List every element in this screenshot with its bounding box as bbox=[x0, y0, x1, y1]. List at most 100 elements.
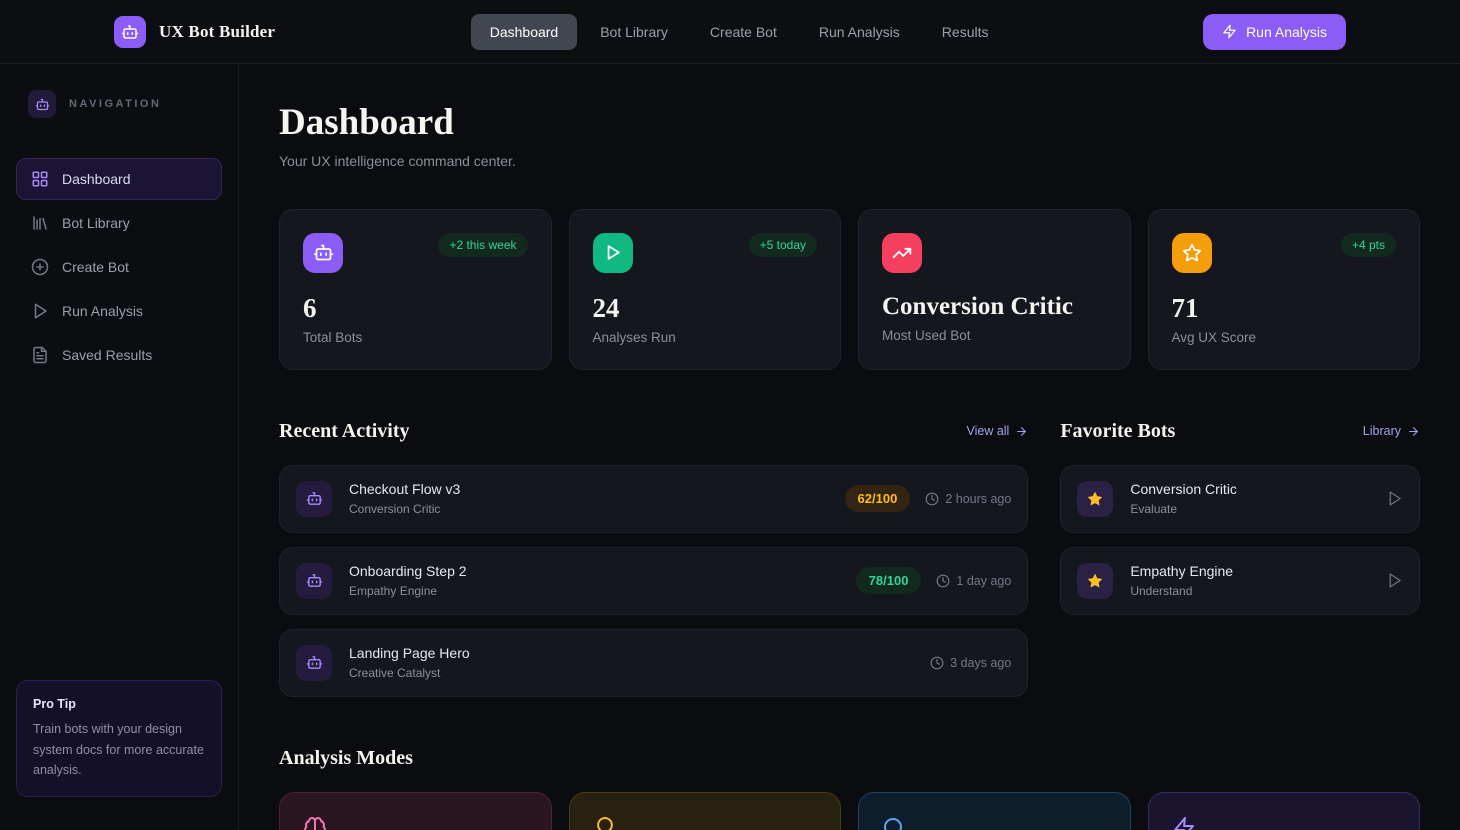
favorite-bot-row[interactable]: Conversion Critic Evaluate bbox=[1060, 464, 1420, 533]
section-title: Favorite Bots bbox=[1060, 419, 1176, 442]
activity-time: 3 days ago bbox=[950, 655, 1012, 670]
bot-icon bbox=[303, 232, 343, 273]
view-all-label: View all bbox=[966, 424, 1010, 439]
main-content: Dashboard Your UX intelligence command c… bbox=[239, 64, 1460, 830]
section-title: Recent Activity bbox=[279, 419, 410, 442]
sidebar-menu: Dashboard Bot Library Create Bot Run Ana… bbox=[16, 158, 222, 376]
activity-time: 1 day ago bbox=[956, 573, 1012, 588]
arrow-right-icon bbox=[1407, 425, 1420, 438]
zap-icon bbox=[1172, 816, 1397, 830]
section-title: Analysis Modes bbox=[279, 746, 413, 769]
top-navigation: Dashboard Bot Library Create Bot Run Ana… bbox=[470, 13, 1008, 50]
library-link[interactable]: Library bbox=[1363, 424, 1420, 438]
sidebar-item-label: Dashboard bbox=[62, 171, 131, 187]
stat-value: 71 bbox=[1171, 292, 1199, 323]
bot-logo-icon bbox=[114, 15, 146, 48]
activity-title: Onboarding Step 2 bbox=[349, 563, 467, 580]
grid-icon bbox=[31, 170, 49, 188]
favorite-bot-name: Empathy Engine bbox=[1130, 563, 1234, 580]
trending-up-icon bbox=[882, 232, 922, 273]
play-icon bbox=[31, 302, 49, 320]
favorite-bot-name: Conversion Critic bbox=[1130, 481, 1237, 498]
activity-row[interactable]: Onboarding Step 2 Empathy Engine 78/100 … bbox=[279, 546, 1029, 615]
run-analysis-button[interactable]: Run Analysis bbox=[1203, 13, 1346, 50]
activity-time: 2 hours ago bbox=[945, 491, 1012, 506]
recent-activity-section: Recent Activity View all Checkout Flow v… bbox=[279, 419, 1029, 697]
clock-icon bbox=[936, 574, 950, 588]
pro-tip-title: Pro Tip bbox=[33, 697, 76, 712]
activity-bot: Creative Catalyst bbox=[349, 666, 441, 681]
sidebar-item-bot-library[interactable]: Bot Library bbox=[16, 202, 222, 244]
favorite-bots-section: Favorite Bots Library Conversion Critic … bbox=[1060, 420, 1420, 697]
stats-row: +2 this week 6 Total Bots +5 today 24 An… bbox=[279, 208, 1420, 370]
stat-label: Avg UX Score bbox=[1171, 330, 1257, 346]
stat-value: Conversion Critic bbox=[882, 292, 1073, 320]
mode-card-research[interactable] bbox=[858, 791, 1131, 830]
stat-label: Most Used Bot bbox=[882, 327, 971, 343]
bot-icon bbox=[296, 562, 332, 599]
activity-bot: Empathy Engine bbox=[349, 584, 438, 599]
favorite-bot-mode: Understand bbox=[1130, 584, 1193, 599]
score-badge: 62/100 bbox=[844, 485, 911, 513]
search-icon bbox=[882, 816, 1107, 830]
page-subtitle: Your UX intelligence command center. bbox=[279, 152, 516, 169]
star-icon bbox=[1077, 480, 1114, 517]
sidebar-item-create-bot[interactable]: Create Bot bbox=[16, 246, 222, 288]
tab-bot-library[interactable]: Bot Library bbox=[581, 14, 687, 50]
app-title: UX Bot Builder bbox=[159, 21, 276, 41]
sidebar-item-dashboard[interactable]: Dashboard bbox=[16, 158, 222, 200]
stat-label: Total Bots bbox=[303, 330, 363, 346]
plus-circle-icon bbox=[31, 258, 49, 276]
sidebar-header: NAVIGATION bbox=[16, 80, 222, 128]
view-all-link[interactable]: View all bbox=[966, 424, 1028, 438]
stat-value: 24 bbox=[592, 292, 620, 323]
mode-card-optimize[interactable] bbox=[1147, 791, 1420, 830]
sidebar-item-label: Bot Library bbox=[62, 215, 130, 231]
run-analysis-button-label: Run Analysis bbox=[1246, 23, 1327, 40]
stat-label: Analyses Run bbox=[592, 330, 676, 346]
bot-icon bbox=[296, 644, 332, 681]
library-icon bbox=[31, 214, 49, 232]
bot-icon bbox=[296, 480, 332, 517]
favorite-bot-row[interactable]: Empathy Engine Understand bbox=[1060, 546, 1420, 615]
tab-results[interactable]: Results bbox=[923, 14, 1008, 50]
stat-card-avg-ux-score: +4 pts 71 Avg UX Score bbox=[1147, 208, 1420, 370]
stat-value: 6 bbox=[303, 292, 317, 323]
arrow-right-icon bbox=[1015, 425, 1028, 438]
mode-card-critique[interactable] bbox=[279, 791, 552, 830]
sidebar-section-label: NAVIGATION bbox=[69, 98, 162, 110]
tab-run-analysis[interactable]: Run Analysis bbox=[800, 14, 919, 50]
stat-badge: +2 this week bbox=[438, 232, 528, 257]
sidebar-item-label: Saved Results bbox=[62, 347, 153, 363]
star-icon bbox=[1171, 232, 1212, 273]
page-title: Dashboard bbox=[279, 102, 454, 143]
stat-card-analyses-run: +5 today 24 Analyses Run bbox=[568, 208, 841, 370]
stat-card-total-bots: +2 this week 6 Total Bots bbox=[279, 208, 552, 370]
activity-bot: Conversion Critic bbox=[349, 502, 441, 517]
stat-card-most-used-bot: Conversion Critic Most Used Bot bbox=[858, 208, 1131, 370]
pro-tip-body: Train bots with your design system docs … bbox=[33, 722, 204, 777]
sidebar-item-run-analysis[interactable]: Run Analysis bbox=[16, 290, 222, 332]
sidebar: NAVIGATION Dashboard Bot Library Create … bbox=[0, 64, 239, 830]
stat-badge: +5 today bbox=[748, 232, 817, 257]
play-icon[interactable] bbox=[1386, 572, 1403, 589]
bot-icon bbox=[28, 90, 56, 118]
activity-title: Checkout Flow v3 bbox=[349, 481, 461, 498]
activity-row[interactable]: Landing Page Hero Creative Catalyst 3 da… bbox=[279, 628, 1029, 697]
play-icon[interactable] bbox=[1386, 490, 1403, 507]
sidebar-item-label: Create Bot bbox=[62, 259, 129, 275]
file-text-icon bbox=[31, 346, 49, 364]
tab-create-bot[interactable]: Create Bot bbox=[691, 14, 796, 50]
pro-tip-card: Pro Tip Train bots with your design syst… bbox=[16, 680, 222, 797]
brain-icon bbox=[303, 816, 528, 830]
activity-row[interactable]: Checkout Flow v3 Conversion Critic 62/10… bbox=[279, 464, 1029, 533]
mode-card-ideate[interactable] bbox=[568, 791, 841, 830]
clock-icon bbox=[930, 656, 944, 670]
brand: UX Bot Builder bbox=[114, 15, 276, 48]
analysis-modes-section: Analysis Modes bbox=[279, 747, 1420, 830]
zap-icon bbox=[1222, 24, 1237, 39]
activity-title: Landing Page Hero bbox=[349, 645, 470, 662]
sidebar-item-saved-results[interactable]: Saved Results bbox=[16, 334, 222, 376]
tab-dashboard[interactable]: Dashboard bbox=[470, 13, 578, 50]
clock-icon bbox=[925, 492, 939, 506]
